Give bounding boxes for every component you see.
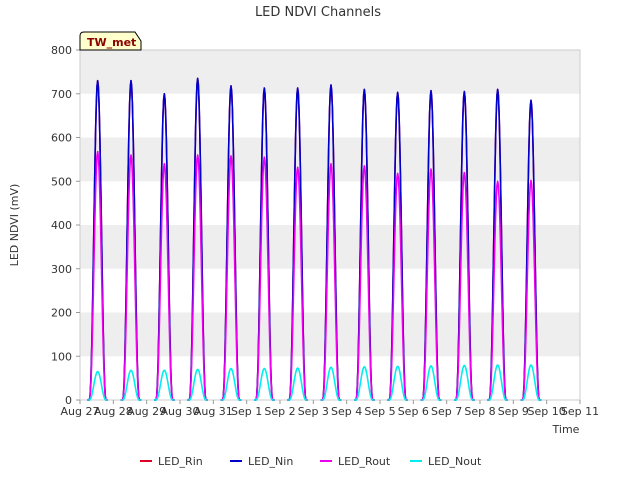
x-tick-label: Aug 30 [161,405,200,418]
x-tick-label: Sep 8 [464,405,495,418]
chart-title: LED NDVI Channels [255,5,381,20]
x-tick-label: Aug 31 [194,405,233,418]
y-tick-label: 0 [65,394,72,407]
x-tick-label: Sep 7 [431,405,462,418]
series-line-led-rout [87,150,542,401]
x-tick-label: Sep 11 [561,405,599,418]
x-tick-label: Aug 27 [61,405,100,418]
grid-band [80,225,580,269]
station-badge: TW_met [79,31,142,51]
legend: LED_Rin LED_Nin LED_Rout LED_Nout [140,455,482,468]
y-tick-label: 300 [51,263,72,276]
x-axis-title: Time [552,423,580,436]
y-tick-label: 800 [51,44,72,57]
x-tick-label: Sep 4 [331,405,362,418]
x-tick-label: Sep 6 [398,405,429,418]
grid-bands [80,50,580,357]
station-badge-label: TW_met [87,36,136,49]
legend-label: LED_Rout [338,455,391,468]
x-tick-label: Sep 2 [264,405,295,418]
x-tick-label: Sep 9 [498,405,529,418]
legend-label: LED_Rin [158,455,203,468]
y-tick-label: 400 [51,219,72,232]
y-tick-label: 700 [51,88,72,101]
x-tick-label: Sep 10 [528,405,566,418]
x-tick-label: Sep 3 [298,405,329,418]
x-tick-label: Sep 5 [364,405,395,418]
station-badge-box [79,31,142,51]
series-line-led-nout [87,364,542,401]
series-line-led-nin [87,77,542,401]
y-tick-label: 200 [51,307,72,320]
y-axis: 0 100 200 300 400 500 600 700 800 [51,44,80,407]
y-axis-title: LED NDVI (mV) [8,184,21,267]
series-layer [87,77,542,401]
grid-band [80,50,580,94]
x-tick-label: Aug 29 [127,405,166,418]
x-tick-label: Sep 1 [231,405,262,418]
y-tick-label: 100 [51,350,72,363]
x-tick-label: Aug 28 [94,405,133,418]
grid-band [80,312,580,357]
y-tick-label: 500 [51,175,72,188]
legend-label: LED_Nout [428,455,482,468]
legend-label: LED_Nin [248,455,293,468]
y-tick-label: 600 [51,132,72,145]
